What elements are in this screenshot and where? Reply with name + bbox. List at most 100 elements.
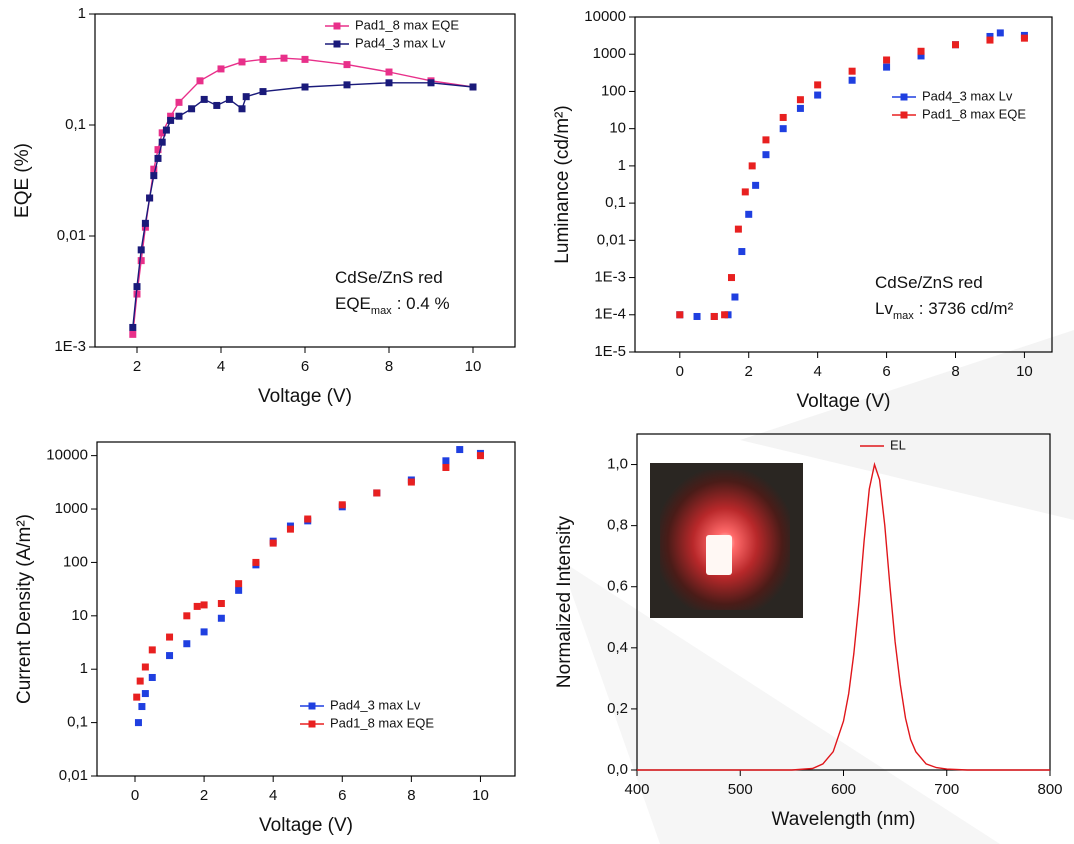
legend-marker (308, 720, 316, 728)
y-tick-label: 0,8 (607, 517, 628, 534)
plot-frame (94, 13, 516, 348)
point-marker (848, 67, 856, 75)
point-marker (741, 188, 749, 196)
legend-marker (333, 40, 341, 48)
y-tick-label: 0,6 (607, 578, 628, 595)
point-marker (138, 703, 146, 711)
point-marker (917, 52, 925, 60)
legend-marker (900, 93, 908, 101)
annotation: CdSe/ZnS red (335, 268, 443, 287)
x-tick-label: 2 (200, 787, 208, 804)
y-tick-label: 0,01 (597, 231, 626, 248)
legend-label: Pad4_3 max Lv (922, 88, 1013, 103)
point-marker (734, 225, 742, 233)
x-axis-label: Wavelength (nm) (772, 809, 916, 830)
x-tick-label: 500 (728, 781, 753, 798)
chart-panel: 400 500 600 700 800 0,0 0,2 0,4 0,6 0,8 1,0 Wavelen… (554, 433, 1063, 830)
point-marker (721, 311, 729, 319)
y-axis-label: Normalized Intensity (554, 515, 575, 688)
annotation-text: CdSe/ZnS red (335, 268, 443, 287)
point-marker (762, 136, 770, 144)
point-marker (883, 63, 891, 71)
point-marker (373, 489, 381, 497)
legend-marker (308, 702, 316, 710)
point-marker (154, 146, 162, 154)
annotation: CdSe/ZnS red (875, 273, 983, 292)
y-tick-label: 1 (80, 660, 88, 677)
point-marker (213, 101, 221, 109)
point-marker (150, 172, 158, 180)
point-marker (848, 76, 856, 84)
annotation: Lvmax: 3736 cd/m² (875, 299, 1014, 321)
point-marker (748, 162, 756, 170)
point-marker (129, 330, 137, 338)
point-marker (183, 640, 191, 648)
point-marker (158, 138, 166, 146)
series-line (637, 461, 1050, 771)
y-tick-label: 10 (71, 607, 88, 624)
point-marker (286, 525, 294, 533)
point-marker (814, 91, 822, 99)
point-marker (883, 56, 891, 64)
y-tick-label: 0,2 (607, 700, 628, 717)
y-tick-label: 1 (78, 5, 86, 22)
point-marker (745, 210, 753, 218)
y-tick-label: 100 (63, 553, 88, 570)
x-tick-label: 0 (676, 363, 684, 380)
y-tick-label: 1E-3 (594, 269, 626, 286)
y-tick-label: 0,1 (65, 116, 86, 133)
x-tick-label: 400 (624, 781, 649, 798)
y-axis-label: Current Density (A/m²) (14, 514, 35, 704)
point-marker (727, 274, 735, 282)
point-marker (779, 125, 787, 133)
point-marker (183, 612, 191, 620)
point-marker (238, 105, 246, 113)
point-marker (796, 104, 804, 112)
y-tick-label: 1E-3 (54, 338, 86, 355)
y-tick-label: 1,0 (607, 456, 628, 473)
x-tick-label: 10 (465, 358, 482, 375)
point-marker (442, 457, 450, 465)
x-tick-label: 8 (951, 363, 959, 380)
point-marker (476, 452, 484, 460)
y-axis-label: EQE (%) (12, 143, 33, 218)
point-marker (407, 478, 415, 486)
point-marker (166, 652, 174, 660)
x-tick-label: 600 (831, 781, 856, 798)
x-tick-label: 700 (934, 781, 959, 798)
point-marker (217, 600, 225, 608)
point-marker (427, 79, 435, 87)
legend-label: Pad1_8 max EQE (922, 106, 1026, 121)
point-marker (148, 646, 156, 654)
plot-frame (634, 16, 1053, 353)
annotation-suffix: : 3736 cd/m² (919, 299, 1014, 318)
annotation-subscript: max (371, 305, 392, 317)
point-marker (762, 151, 770, 159)
point-marker (235, 580, 243, 588)
x-tick-label: 8 (385, 358, 393, 375)
y-tick-label: 10 (609, 120, 626, 137)
y-tick-label: 0,4 (607, 639, 628, 656)
x-tick-label: 4 (269, 787, 277, 804)
y-tick-label: 0,01 (57, 227, 86, 244)
point-marker (150, 165, 158, 173)
point-marker (141, 219, 149, 227)
point-marker (200, 628, 208, 636)
point-marker (259, 55, 267, 63)
point-marker (385, 68, 393, 76)
x-tick-label: 6 (301, 358, 309, 375)
point-marker (338, 501, 346, 509)
point-marker (252, 558, 260, 566)
point-marker (217, 65, 225, 73)
point-marker (456, 446, 464, 454)
point-marker (814, 81, 822, 89)
x-axis-label: Voltage (V) (797, 391, 891, 412)
point-marker (167, 112, 175, 120)
point-marker (986, 36, 994, 44)
point-marker (385, 79, 393, 87)
point-marker (129, 323, 137, 331)
point-marker (242, 93, 250, 101)
x-tick-label: 2 (745, 363, 753, 380)
background-shape (740, 330, 1074, 520)
